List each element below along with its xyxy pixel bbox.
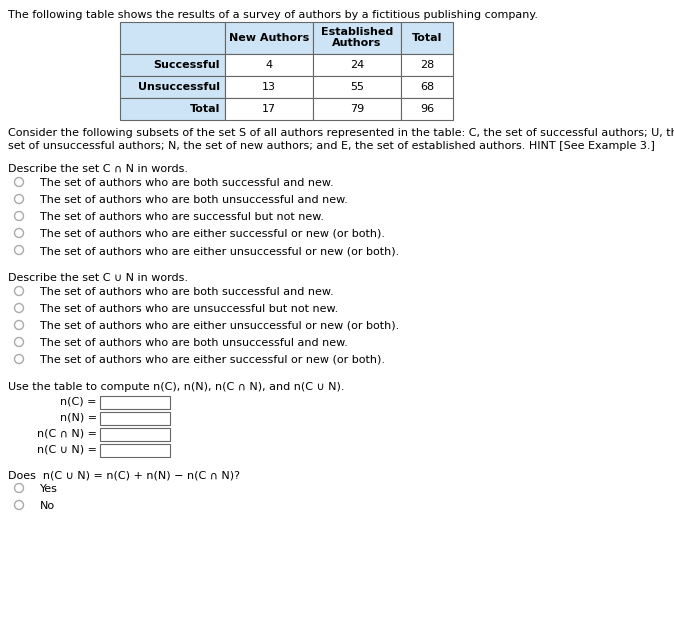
Text: Does  n(C ∪ N) = n(C) + n(N) − n(C ∩ N)?: Does n(C ∪ N) = n(C) + n(N) − n(C ∩ N)?: [8, 470, 240, 480]
Text: Use the table to compute n(C), n(N), n(C ∩ N), and n(C ∪ N).: Use the table to compute n(C), n(N), n(C…: [8, 382, 344, 392]
Text: The set of authors who are either successful or new (or both).: The set of authors who are either succes…: [40, 355, 385, 365]
Text: Total: Total: [412, 33, 442, 43]
Text: The set of authors who are either unsuccessful or new (or both).: The set of authors who are either unsucc…: [40, 321, 399, 331]
Text: The set of authors who are both successful and new.: The set of authors who are both successf…: [40, 287, 334, 297]
Bar: [313, 76, 401, 98]
Text: Successful: Successful: [154, 60, 220, 70]
Text: No: No: [40, 501, 55, 511]
Bar: [120, 22, 225, 54]
Bar: [401, 22, 453, 54]
Text: 4: 4: [266, 60, 272, 70]
Text: 96: 96: [420, 104, 434, 114]
Text: n(N) =: n(N) =: [60, 412, 97, 422]
Text: 24: 24: [350, 60, 364, 70]
Text: Authors: Authors: [332, 38, 381, 48]
Text: n(C) =: n(C) =: [61, 396, 97, 406]
Text: 68: 68: [420, 82, 434, 92]
Text: The set of authors who are either successful or new (or both).: The set of authors who are either succes…: [40, 229, 385, 239]
Bar: [120, 76, 225, 98]
Text: Describe the set C ∪ N in words.: Describe the set C ∪ N in words.: [8, 273, 188, 283]
Bar: [225, 54, 313, 76]
Bar: [401, 76, 453, 98]
Bar: [401, 54, 453, 76]
Text: n(C ∪ N) =: n(C ∪ N) =: [37, 444, 97, 454]
Text: The set of authors who are both unsuccessful and new.: The set of authors who are both unsucces…: [40, 338, 348, 348]
Text: Established: Established: [321, 27, 393, 37]
Bar: [120, 54, 225, 76]
Text: n(C ∩ N) =: n(C ∩ N) =: [37, 428, 97, 438]
Text: The set of authors who are either unsuccessful or new (or both).: The set of authors who are either unsucc…: [40, 246, 399, 256]
Bar: [120, 98, 225, 120]
Text: New Authors: New Authors: [229, 33, 309, 43]
Bar: [313, 98, 401, 120]
Bar: [100, 444, 170, 457]
Text: set of unsuccessful authors; N, the set of new authors; and E, the set of establ: set of unsuccessful authors; N, the set …: [8, 141, 655, 151]
Bar: [313, 54, 401, 76]
Text: Describe the set C ∩ N in words.: Describe the set C ∩ N in words.: [8, 164, 188, 174]
Bar: [225, 98, 313, 120]
Bar: [100, 412, 170, 425]
Bar: [225, 76, 313, 98]
Text: 13: 13: [262, 82, 276, 92]
Text: The set of authors who are unsuccessful but not new.: The set of authors who are unsuccessful …: [40, 304, 338, 314]
Text: The set of authors who are both unsuccessful and new.: The set of authors who are both unsucces…: [40, 195, 348, 205]
Text: 55: 55: [350, 82, 364, 92]
Text: Yes: Yes: [40, 484, 58, 494]
Bar: [225, 22, 313, 54]
Text: Consider the following subsets of the set S of all authors represented in the ta: Consider the following subsets of the se…: [8, 128, 674, 138]
Bar: [100, 396, 170, 409]
Text: Unsuccessful: Unsuccessful: [138, 82, 220, 92]
Text: The set of authors who are both successful and new.: The set of authors who are both successf…: [40, 178, 334, 188]
Bar: [401, 98, 453, 120]
Text: 79: 79: [350, 104, 364, 114]
Text: The set of authors who are successful but not new.: The set of authors who are successful bu…: [40, 212, 324, 222]
Bar: [100, 428, 170, 441]
Text: 28: 28: [420, 60, 434, 70]
Bar: [313, 22, 401, 54]
Text: 17: 17: [262, 104, 276, 114]
Text: Total: Total: [189, 104, 220, 114]
Text: The following table shows the results of a survey of authors by a fictitious pub: The following table shows the results of…: [8, 10, 538, 20]
